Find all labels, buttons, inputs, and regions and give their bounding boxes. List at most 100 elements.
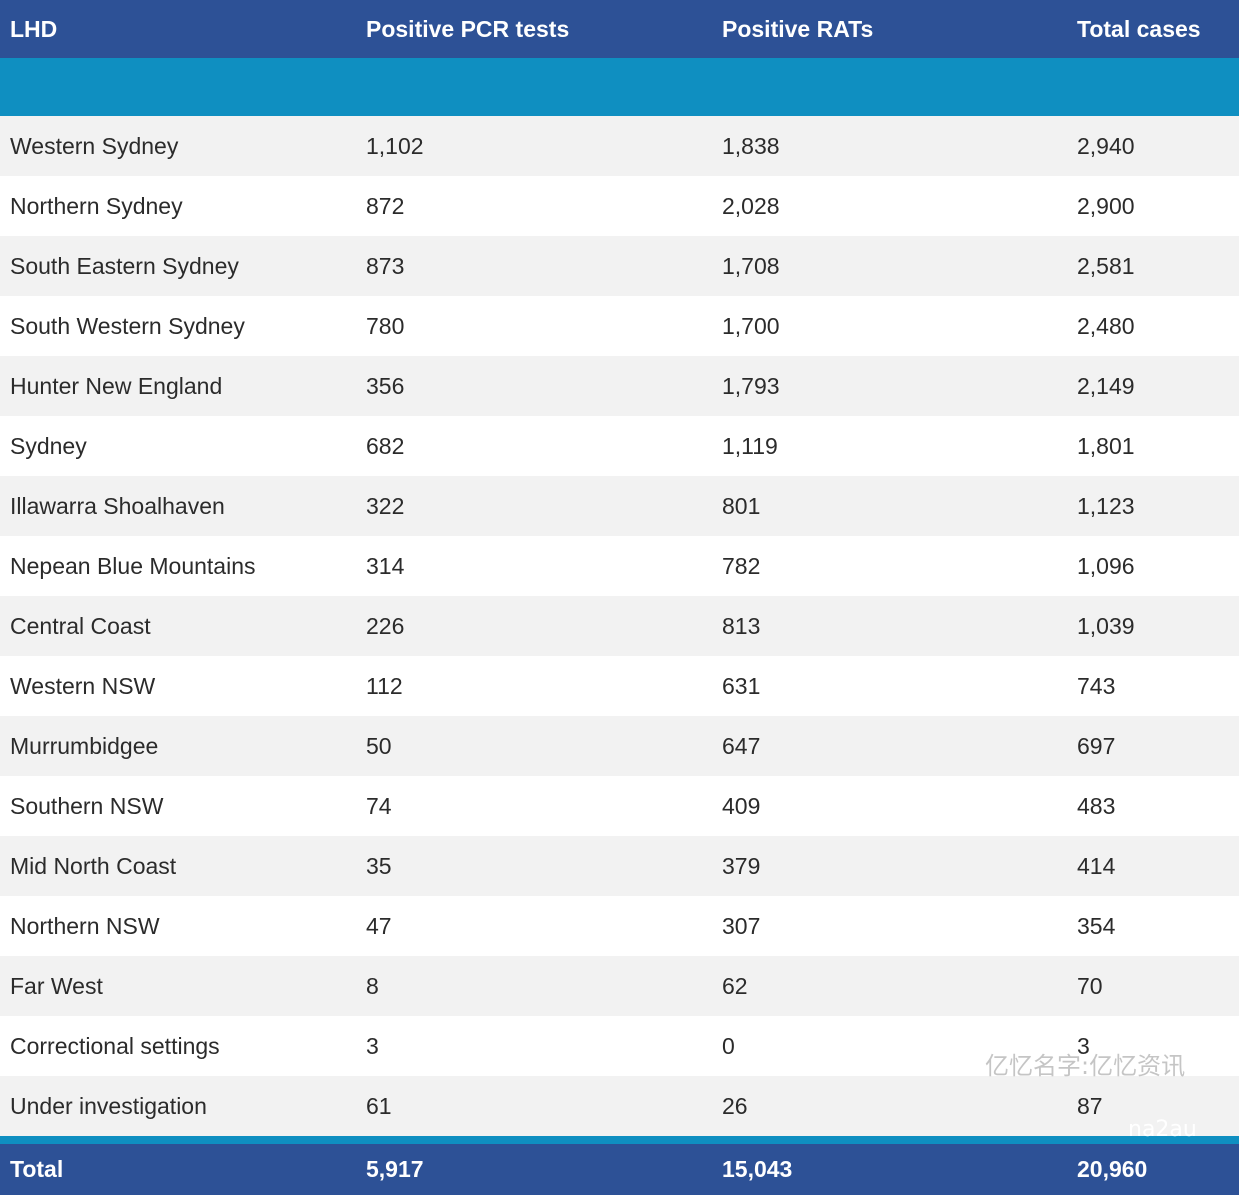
header-total: Total cases	[1077, 15, 1201, 42]
table-row: Far West 8 62 70	[0, 956, 1239, 1016]
pcr-count: 3	[366, 1032, 379, 1059]
lhd-name: Northern Sydney	[10, 192, 183, 219]
total-count: 354	[1077, 912, 1116, 939]
total-count: 2,900	[1077, 192, 1135, 219]
table-row: Murrumbidgee 50 647 697	[0, 716, 1239, 776]
rat-count: 379	[722, 852, 761, 879]
total-count: 743	[1077, 672, 1116, 699]
lhd-name: Murrumbidgee	[10, 732, 159, 759]
lhd-name: South Eastern Sydney	[10, 252, 239, 279]
rat-count: 1,119	[722, 432, 778, 459]
table-row: Southern NSW 74 409 483	[0, 776, 1239, 836]
lhd-name: Under investigation	[10, 1092, 207, 1119]
pcr-count: 226	[366, 612, 405, 639]
pcr-count: 50	[366, 732, 392, 759]
rat-count: 647	[722, 732, 761, 759]
total-count: 1,039	[1077, 612, 1135, 639]
footer-divider	[0, 1136, 1239, 1144]
lhd-name: South Western Sydney	[10, 312, 245, 339]
rat-count: 631	[722, 672, 761, 699]
pcr-count: 682	[366, 432, 405, 459]
table-row: Western NSW 112 631 743	[0, 656, 1239, 716]
lhd-name: Central Coast	[10, 612, 151, 639]
rat-count: 1,708	[722, 252, 780, 279]
lhd-name: Mid North Coast	[10, 852, 177, 879]
header-pcr: Positive PCR tests	[366, 15, 570, 42]
pcr-count: 47	[366, 912, 392, 939]
rat-count: 62	[722, 972, 748, 999]
lhd-name: Southern NSW	[10, 792, 164, 819]
lhd-name: Illawarra Shoalhaven	[10, 492, 225, 519]
rat-count: 26	[722, 1092, 748, 1119]
rat-count: 782	[722, 552, 761, 579]
total-count: 414	[1077, 852, 1116, 879]
rat-count: 409	[722, 792, 761, 819]
pcr-count: 322	[366, 492, 405, 519]
pcr-count: 356	[366, 372, 405, 399]
pcr-count: 35	[366, 852, 392, 879]
pcr-count: 780	[366, 312, 405, 339]
lhd-name: Northern NSW	[10, 912, 160, 939]
total-count: 2,581	[1077, 252, 1135, 279]
total-count: 3	[1077, 1032, 1090, 1059]
header-rats: Positive RATs	[722, 15, 874, 42]
rat-count: 307	[722, 912, 761, 939]
rat-count: 0	[722, 1032, 735, 1059]
table-row: Northern Sydney 872 2,028 2,900	[0, 176, 1239, 236]
table-row: Northern NSW 47 307 354	[0, 896, 1239, 956]
rat-count: 1,838	[722, 132, 780, 159]
header-lhd: LHD	[10, 15, 58, 42]
lhd-name: Far West	[10, 972, 103, 999]
total-cases: 20,960	[1077, 1156, 1148, 1182]
rat-count: 1,700	[722, 312, 780, 339]
pcr-count: 61	[366, 1092, 392, 1119]
rat-count: 801	[722, 492, 761, 519]
table-row: Mid North Coast 35 379 414	[0, 836, 1239, 896]
total-label: Total	[10, 1156, 64, 1182]
table-row: Central Coast 226 813 1,039	[0, 596, 1239, 656]
table-row: Sydney 682 1,119 1,801	[0, 416, 1239, 476]
table-row: Hunter New England 356 1,793 2,149	[0, 356, 1239, 416]
total-pcr: 5,917	[366, 1156, 424, 1182]
pcr-count: 314	[366, 552, 405, 579]
table-row: South Western Sydney 780 1,700 2,480	[0, 296, 1239, 356]
total-count: 1,096	[1077, 552, 1135, 579]
table-row: South Eastern Sydney 873 1,708 2,581	[0, 236, 1239, 296]
pcr-count: 1,102	[366, 132, 424, 159]
header-divider	[0, 58, 1239, 116]
lhd-name: Correctional settings	[10, 1032, 220, 1059]
total-count: 697	[1077, 732, 1116, 759]
watermark-site: na2au	[1128, 1117, 1197, 1142]
total-count: 87	[1077, 1092, 1103, 1119]
table-row: Western Sydney 1,102 1,838 2,940	[0, 116, 1239, 176]
lhd-name: Nepean Blue Mountains	[10, 552, 256, 579]
rat-count: 1,793	[722, 372, 780, 399]
rat-count: 813	[722, 612, 761, 639]
total-count: 70	[1077, 972, 1103, 999]
total-count: 1,801	[1077, 432, 1135, 459]
pcr-count: 8	[366, 972, 379, 999]
total-count: 2,149	[1077, 372, 1135, 399]
lhd-name: Western Sydney	[10, 132, 179, 159]
total-row: Total 5,917 15,043 20,960	[0, 1144, 1239, 1195]
pcr-count: 873	[366, 252, 405, 279]
pcr-count: 872	[366, 192, 405, 219]
pcr-count: 74	[366, 792, 392, 819]
header-row: LHD Positive PCR tests Positive RATs Tot…	[0, 0, 1239, 58]
table-row: Correctional settings 3 0 3	[0, 1016, 1239, 1076]
pcr-count: 112	[366, 672, 403, 699]
total-count: 483	[1077, 792, 1116, 819]
lhd-name: Hunter New England	[10, 372, 223, 399]
watermark-text: 亿忆名字:亿忆资讯	[985, 1052, 1186, 1080]
total-count: 2,940	[1077, 132, 1135, 159]
total-count: 1,123	[1077, 492, 1135, 519]
table-row: Illawarra Shoalhaven 322 801 1,123	[0, 476, 1239, 536]
rat-count: 2,028	[722, 192, 780, 219]
table-row: Under investigation 61 26 87	[0, 1076, 1239, 1136]
total-count: 2,480	[1077, 312, 1135, 339]
table-row: Nepean Blue Mountains 314 782 1,096	[0, 536, 1239, 596]
total-rats: 15,043	[722, 1156, 793, 1182]
lhd-name: Sydney	[10, 432, 87, 459]
lhd-name: Western NSW	[10, 672, 156, 699]
